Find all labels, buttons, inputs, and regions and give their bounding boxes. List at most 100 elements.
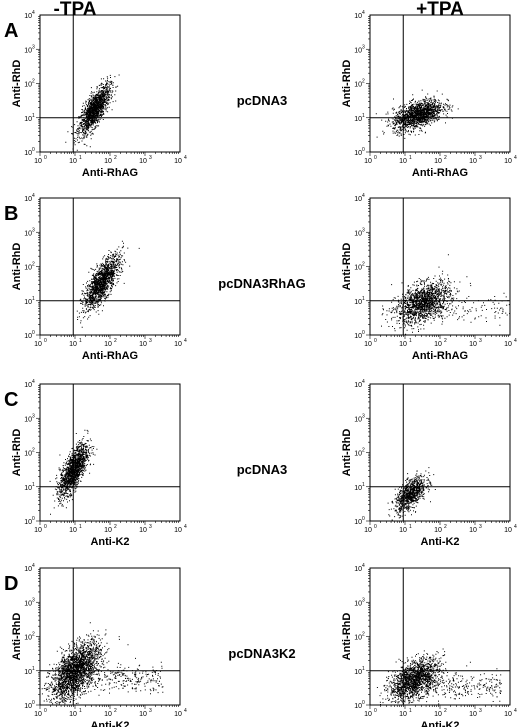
x-tick-exp: 2 xyxy=(114,155,117,161)
y-tick-exp: 3 xyxy=(362,227,365,233)
y-axis-label: Anti-RhD xyxy=(11,60,23,108)
dot-cloud xyxy=(41,622,164,705)
x-tick-exp: 2 xyxy=(444,155,447,161)
x-axis-label: Anti-RhAG xyxy=(82,167,138,179)
x-tick-base: 10 xyxy=(174,158,182,165)
row-label: pcDNA3K2 xyxy=(228,646,295,661)
x-tick-exp: 0 xyxy=(44,708,47,714)
x-tick-exp: 1 xyxy=(409,524,412,530)
x-tick-exp: 0 xyxy=(44,155,47,161)
x-tick-base: 10 xyxy=(364,341,372,348)
y-tick-base: 10 xyxy=(354,566,362,573)
y-tick-base: 10 xyxy=(354,230,362,237)
y-tick-base: 10 xyxy=(24,150,32,157)
y-axis-label: Anti-RhD xyxy=(341,243,353,291)
panel-letter: B xyxy=(4,203,18,225)
y-tick-exp: 3 xyxy=(362,44,365,50)
x-tick-exp: 1 xyxy=(79,155,82,161)
y-tick-base: 10 xyxy=(354,485,362,492)
column-header: -TPA xyxy=(54,0,97,20)
x-tick-exp: 1 xyxy=(409,155,412,161)
dot-cloud xyxy=(381,254,511,335)
x-tick-exp: 0 xyxy=(374,338,377,344)
y-tick-exp: 4 xyxy=(362,563,365,569)
x-axis-label: Anti-K2 xyxy=(90,720,129,727)
y-tick-base: 10 xyxy=(24,196,32,203)
x-tick-exp: 0 xyxy=(44,524,47,530)
y-tick-base: 10 xyxy=(354,382,362,389)
y-tick-base: 10 xyxy=(354,416,362,423)
y-tick-exp: 1 xyxy=(32,666,35,672)
y-axis-label: Anti-RhD xyxy=(341,613,353,661)
x-tick-exp: 3 xyxy=(479,524,482,530)
dot-cloud xyxy=(375,89,459,139)
y-tick-exp: 1 xyxy=(362,296,365,302)
x-tick-base: 10 xyxy=(104,341,112,348)
y-tick-base: 10 xyxy=(354,47,362,54)
y-tick-exp: 2 xyxy=(362,632,365,638)
x-tick-base: 10 xyxy=(174,527,182,534)
y-tick-exp: 3 xyxy=(32,44,35,50)
row-label: pcDNA3 xyxy=(237,462,288,477)
panel-letter: D xyxy=(4,573,18,595)
x-tick-exp: 2 xyxy=(114,524,117,530)
x-tick-base: 10 xyxy=(469,341,477,348)
y-tick-base: 10 xyxy=(354,150,362,157)
y-tick-base: 10 xyxy=(24,451,32,458)
y-axis-label: Anti-RhD xyxy=(11,243,23,291)
y-tick-exp: 1 xyxy=(362,666,365,672)
y-tick-exp: 3 xyxy=(32,227,35,233)
x-tick-exp: 4 xyxy=(514,155,517,161)
y-tick-exp: 0 xyxy=(32,516,35,522)
y-tick-exp: 3 xyxy=(32,597,35,603)
x-tick-exp: 2 xyxy=(114,708,117,714)
panel-letter: A xyxy=(4,20,18,42)
y-tick-base: 10 xyxy=(354,299,362,306)
x-tick-exp: 0 xyxy=(374,524,377,530)
x-tick-base: 10 xyxy=(399,711,407,718)
x-tick-exp: 3 xyxy=(149,708,152,714)
row-label: pcDNA3RhAG xyxy=(218,276,305,291)
x-tick-exp: 3 xyxy=(479,155,482,161)
x-tick-exp: 4 xyxy=(514,708,517,714)
x-tick-base: 10 xyxy=(504,341,512,348)
x-tick-base: 10 xyxy=(434,158,442,165)
x-tick-exp: 3 xyxy=(479,708,482,714)
dot-cloud xyxy=(76,240,140,328)
x-tick-exp: 1 xyxy=(409,338,412,344)
x-tick-exp: 1 xyxy=(79,524,82,530)
y-tick-exp: 0 xyxy=(362,516,365,522)
x-tick-exp: 4 xyxy=(184,524,187,530)
x-tick-base: 10 xyxy=(174,711,182,718)
x-axis-label: Anti-RhAG xyxy=(412,167,468,179)
y-tick-exp: 1 xyxy=(32,296,35,302)
y-tick-exp: 0 xyxy=(32,147,35,153)
x-tick-base: 10 xyxy=(69,711,77,718)
y-tick-exp: 0 xyxy=(32,700,35,706)
x-tick-exp: 4 xyxy=(184,338,187,344)
y-tick-base: 10 xyxy=(24,635,32,642)
y-tick-exp: 2 xyxy=(362,262,365,268)
x-tick-base: 10 xyxy=(69,341,77,348)
x-tick-exp: 1 xyxy=(79,708,82,714)
y-tick-base: 10 xyxy=(354,669,362,676)
x-tick-base: 10 xyxy=(364,158,372,165)
y-axis-label: Anti-RhD xyxy=(341,429,353,477)
x-tick-base: 10 xyxy=(139,158,147,165)
x-tick-base: 10 xyxy=(69,527,77,534)
y-tick-exp: 2 xyxy=(362,448,365,454)
x-tick-base: 10 xyxy=(34,711,42,718)
y-tick-exp: 0 xyxy=(362,700,365,706)
x-tick-base: 10 xyxy=(399,527,407,534)
y-tick-base: 10 xyxy=(24,416,32,423)
y-tick-exp: 2 xyxy=(32,79,35,85)
x-tick-base: 10 xyxy=(69,158,77,165)
x-tick-exp: 0 xyxy=(44,338,47,344)
x-tick-base: 10 xyxy=(434,711,442,718)
x-tick-exp: 2 xyxy=(444,708,447,714)
y-tick-base: 10 xyxy=(354,333,362,340)
x-tick-exp: 2 xyxy=(444,524,447,530)
x-tick-exp: 2 xyxy=(444,338,447,344)
x-tick-base: 10 xyxy=(504,527,512,534)
